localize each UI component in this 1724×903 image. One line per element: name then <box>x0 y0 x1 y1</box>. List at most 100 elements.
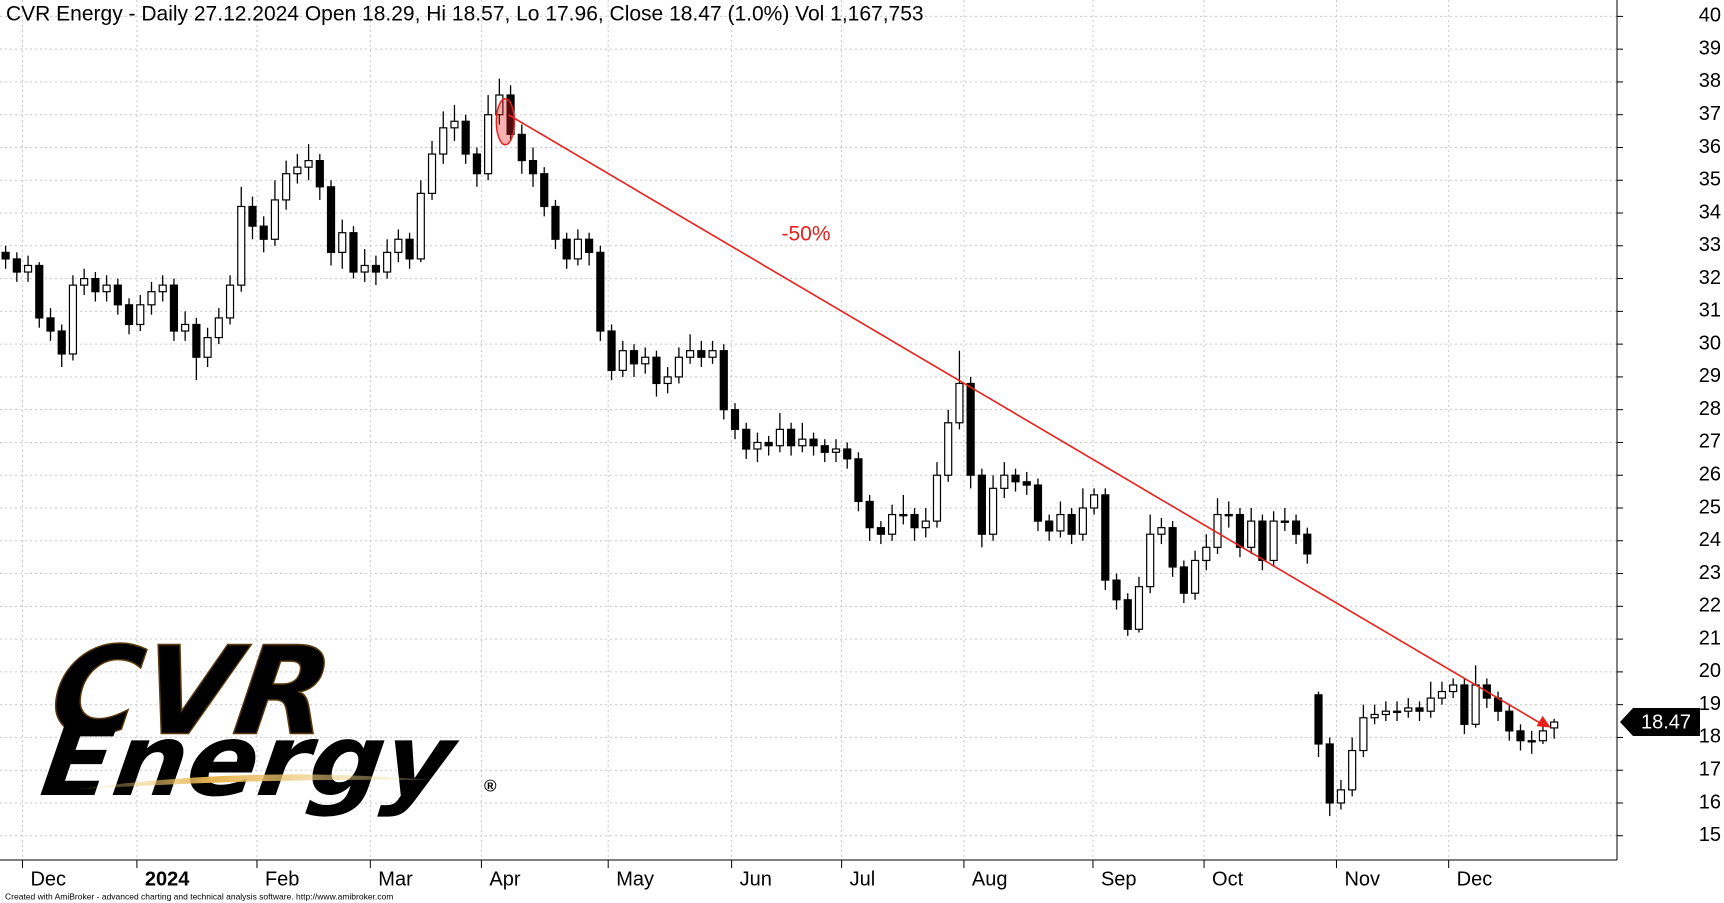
candle-body <box>1112 579 1121 601</box>
candle-body <box>921 520 930 529</box>
candle-body <box>966 382 975 476</box>
candle-body <box>1303 533 1312 555</box>
candle-body <box>1426 697 1435 712</box>
x-tick-label: Dec <box>1457 868 1493 890</box>
logo-swoosh <box>70 774 430 790</box>
candle-body <box>977 474 986 535</box>
candle-body <box>169 284 179 332</box>
trend-start-marker <box>495 97 516 146</box>
candle-body <box>1000 474 1009 489</box>
candle-body <box>1404 707 1413 712</box>
candle-body <box>674 356 683 378</box>
candle-body <box>899 513 908 517</box>
y-tick-label: 18 <box>1699 726 1721 748</box>
candle-body <box>1516 730 1525 742</box>
candle-body <box>1 251 10 260</box>
y-tick-label: 36 <box>1699 136 1721 158</box>
y-tick-label: 33 <box>1699 234 1721 256</box>
logo-mark: ® <box>484 776 497 795</box>
x-tick-label: Aug <box>972 868 1008 890</box>
candles <box>1 78 1559 817</box>
candle-body <box>955 382 964 424</box>
trendline-arrow <box>1536 715 1551 728</box>
candle-body <box>652 356 661 385</box>
candle-body <box>831 448 841 453</box>
trendline <box>507 114 1544 726</box>
candle-body <box>1538 730 1548 742</box>
candle-body <box>540 173 549 208</box>
candle-body <box>427 153 437 194</box>
candle-body <box>1022 481 1031 486</box>
candle-body <box>1247 520 1256 548</box>
chart-title: CVR Energy - Daily 27.12.2024 Open 18.29… <box>6 3 924 26</box>
candle-body <box>68 284 78 355</box>
candle-body <box>1314 694 1323 745</box>
candle-body <box>1471 684 1480 725</box>
candle-body <box>1269 520 1278 562</box>
y-tick-label: 34 <box>1699 201 1721 223</box>
candle-body <box>798 438 807 447</box>
candle-body <box>1280 520 1289 523</box>
candle-body <box>663 376 672 385</box>
x-tick-label: Mar <box>378 868 413 890</box>
candle-body <box>282 173 291 201</box>
candle-body <box>113 284 122 306</box>
candle-body <box>1381 710 1390 716</box>
candle-body <box>293 166 302 175</box>
y-tick-label: 16 <box>1699 791 1721 813</box>
candle-body <box>259 225 268 240</box>
candle-body <box>775 428 784 447</box>
logo-line2: Energy <box>35 703 466 819</box>
candle-body <box>248 205 257 227</box>
candle-body <box>876 527 885 535</box>
candle-body <box>124 304 134 326</box>
y-tick-label: 21 <box>1699 627 1721 649</box>
trendline-label: -50% <box>781 223 830 246</box>
y-tick-label: 25 <box>1699 496 1721 518</box>
y-tick-label: 39 <box>1699 37 1721 59</box>
candle-body <box>136 304 145 326</box>
candle-body <box>1527 740 1536 743</box>
candle-body <box>528 159 538 175</box>
candle-body <box>562 238 571 260</box>
candle-body <box>214 317 223 339</box>
candle-body <box>1056 513 1065 532</box>
candle-body <box>91 277 100 293</box>
x-tick-label: Apr <box>489 868 520 890</box>
candle-body <box>80 277 89 286</box>
candle-body <box>203 336 212 358</box>
footer: Created with AmiBroker - advanced charti… <box>5 891 393 901</box>
y-tick-label: 23 <box>1699 562 1721 584</box>
candle-body <box>618 350 627 371</box>
candle-body <box>192 323 201 358</box>
overlay: -50% <box>495 97 1551 728</box>
y-tick-label: 31 <box>1699 300 1721 322</box>
candle-body <box>585 238 594 253</box>
candle-body <box>1449 684 1458 693</box>
candle-body <box>1392 710 1402 714</box>
logo: CVR Energy ® <box>35 619 497 819</box>
candle-body <box>326 186 336 253</box>
candle-body <box>1325 743 1334 804</box>
candle-body <box>158 284 167 293</box>
candle-body <box>887 513 897 535</box>
candle-body <box>270 199 280 240</box>
last-price-tag <box>1620 708 1700 737</box>
candle-body <box>708 350 717 358</box>
candle-body <box>944 422 953 476</box>
y-tick-label: 17 <box>1699 758 1721 780</box>
candle-body <box>12 258 21 273</box>
y-tick-label: 27 <box>1699 431 1721 453</box>
x-tick-label: May <box>616 868 654 890</box>
candle-body <box>181 323 190 332</box>
x-tick-label: Nov <box>1344 868 1380 890</box>
candle-body <box>1224 513 1233 517</box>
x-tick-label: 2024 <box>145 868 190 890</box>
candle-body <box>225 284 235 319</box>
candle-body <box>730 409 740 430</box>
y-tick-label: 29 <box>1699 365 1721 387</box>
candle-body <box>517 133 526 162</box>
candle-body <box>1235 513 1245 548</box>
